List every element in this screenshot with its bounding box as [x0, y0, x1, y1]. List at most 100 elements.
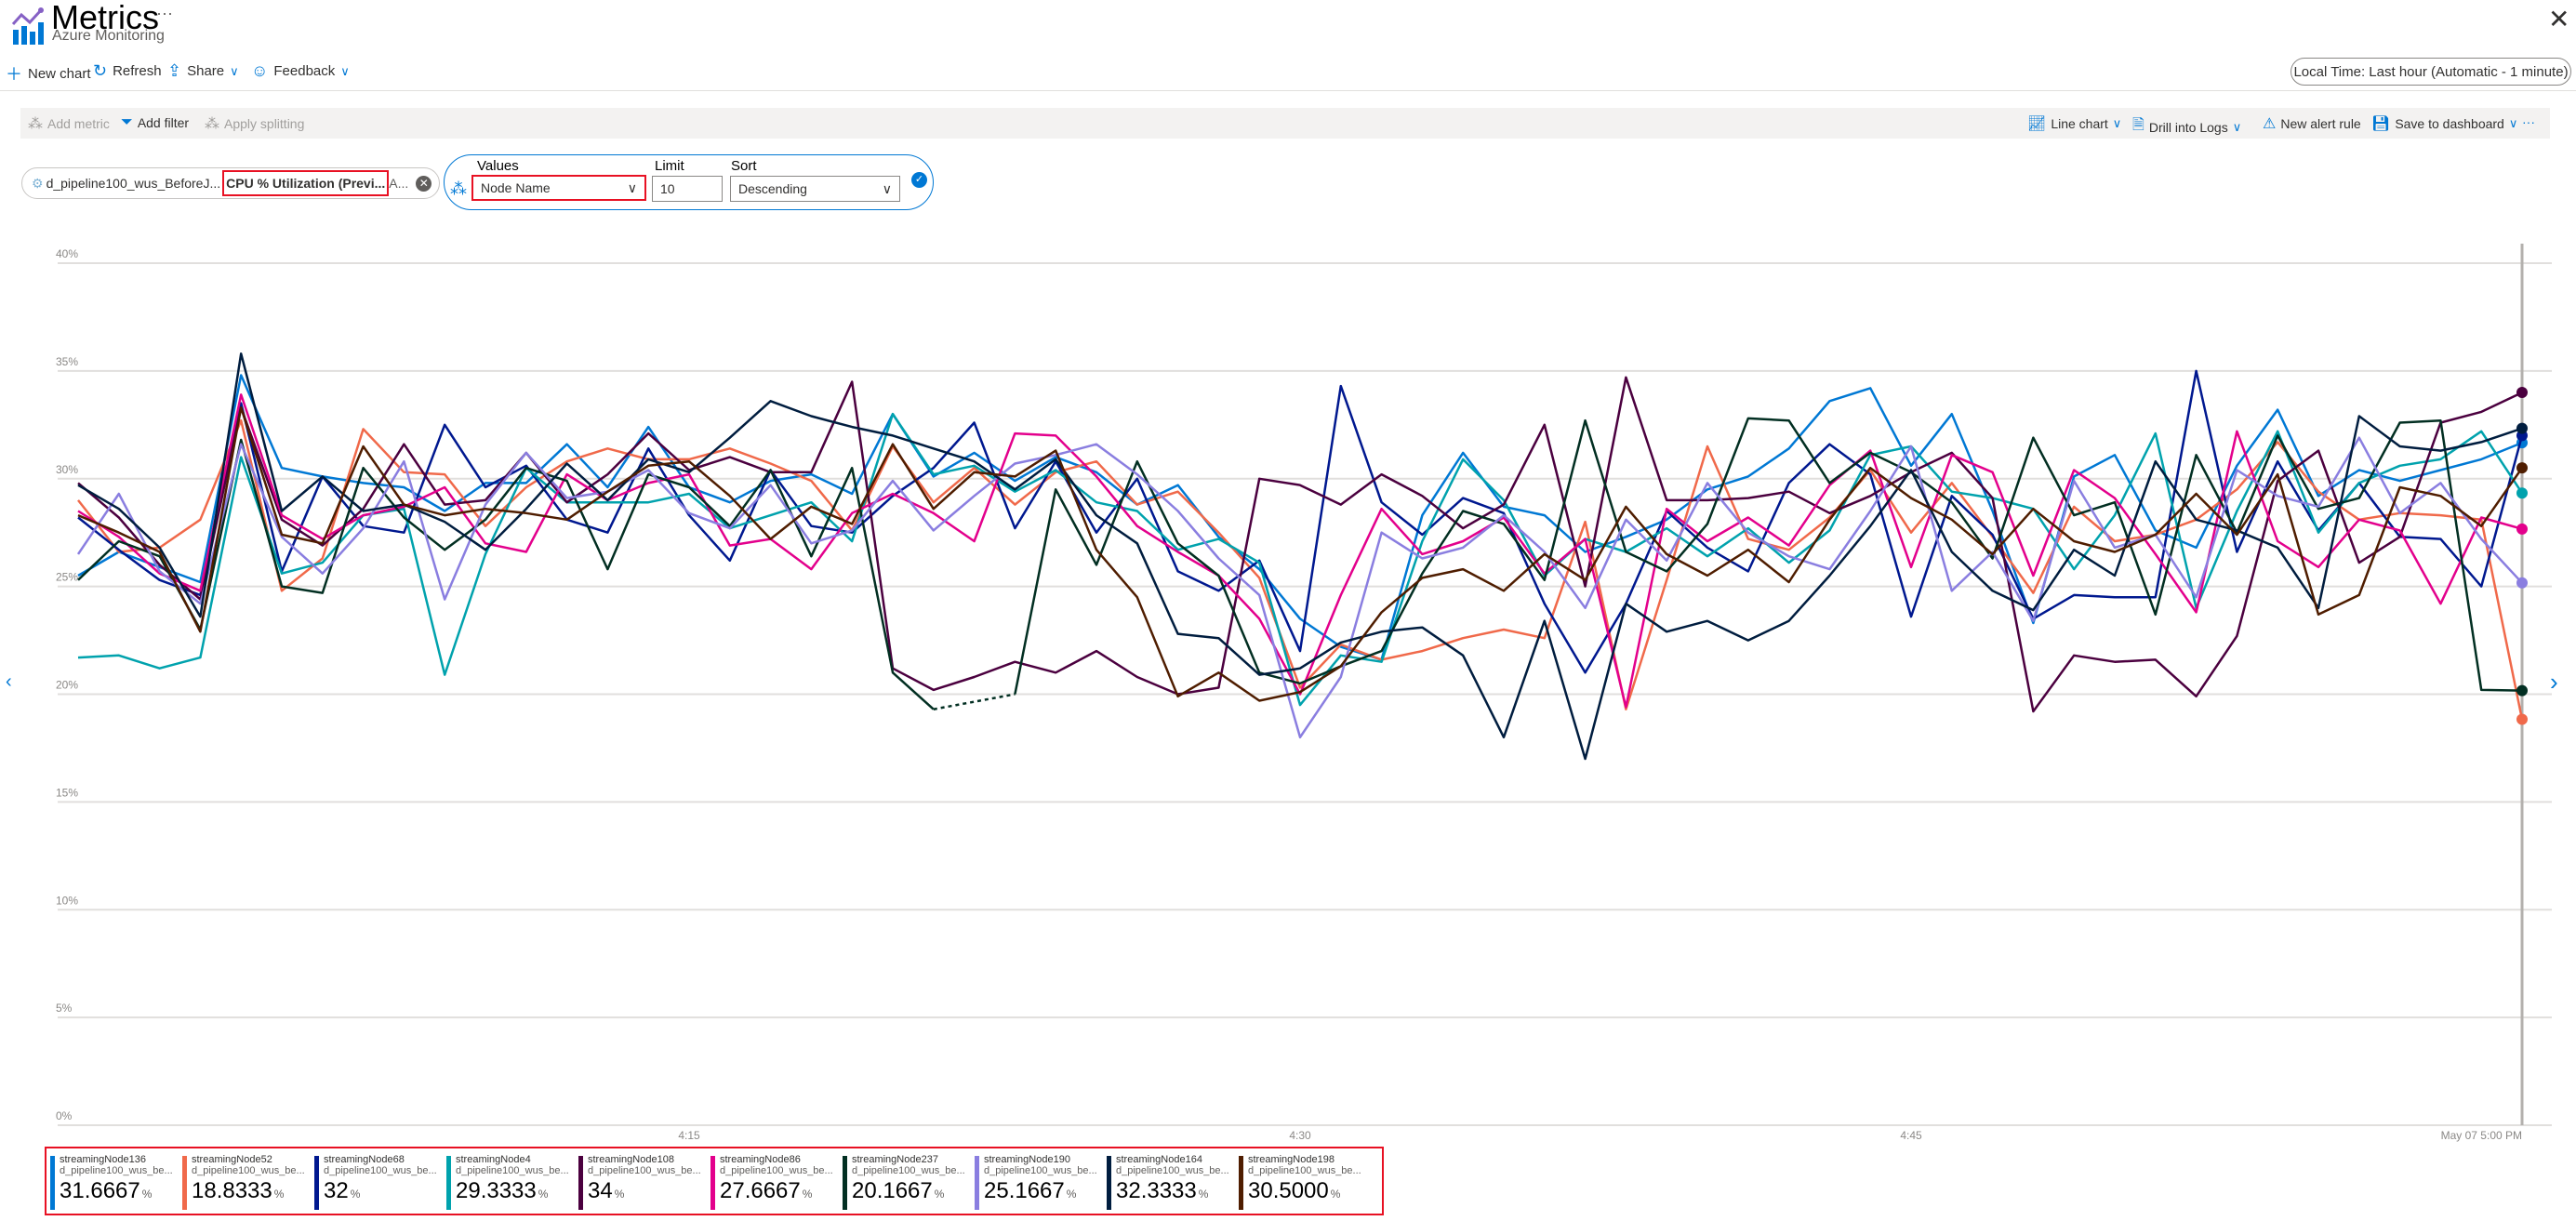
more-options-button[interactable]: ···	[156, 4, 173, 22]
legend-color-swatch	[578, 1156, 583, 1210]
legend-resource: d_pipeline100_wus_be...	[192, 1165, 305, 1176]
legend-color-swatch	[1239, 1156, 1243, 1210]
alert-icon: ⚠︎	[2263, 116, 2277, 132]
legend-unit: %	[614, 1188, 625, 1201]
legend-unit: %	[934, 1188, 945, 1201]
legend-series-name: streamingNode198	[1248, 1154, 1334, 1165]
limit-input[interactable]: 10	[652, 176, 723, 202]
series-endpoint-marker[interactable]	[2516, 577, 2528, 589]
new-alert-rule-button[interactable]: ⚠︎ New alert rule	[2263, 114, 2361, 133]
apply-splitting-button[interactable]: ⁂ Apply splitting	[205, 114, 304, 133]
y-tick-label: 25%	[56, 571, 78, 584]
legend-unit: %	[1198, 1188, 1209, 1201]
time-range-picker[interactable]: Local Time: Last hour (Automatic - 1 min…	[2291, 58, 2571, 86]
splitting-icon: ⁂	[450, 179, 467, 198]
series-endpoint-marker[interactable]	[2516, 713, 2528, 725]
save-to-dashboard-button[interactable]: 💾︎ Save to dashboard ∨	[2371, 114, 2517, 133]
close-button[interactable]: ✕	[2548, 5, 2570, 33]
legend-unit: %	[1330, 1188, 1341, 1201]
legend-unit: %	[273, 1188, 285, 1201]
divider	[0, 90, 2576, 91]
legend-series-name: streamingNode4	[456, 1154, 531, 1165]
legend-item[interactable]: streamingNode164 d_pipeline100_wus_be...…	[1107, 1154, 1239, 1210]
line-chart-button[interactable]: 📈︎ Line chart ∨	[2027, 114, 2121, 133]
legend-item[interactable]: streamingNode198 d_pipeline100_wus_be...…	[1239, 1154, 1371, 1210]
save-dashboard-label: Save to dashboard	[2395, 116, 2504, 131]
legend-color-swatch	[975, 1156, 979, 1210]
series-endpoint-marker[interactable]	[2516, 684, 2528, 697]
apply-check-icon[interactable]: ✓	[911, 172, 927, 188]
chevron-right-icon[interactable]: ›	[2550, 668, 2558, 696]
feedback-label: Feedback	[273, 63, 336, 79]
legend-item[interactable]: streamingNode4 d_pipeline100_wus_be... 2…	[446, 1154, 578, 1210]
legend-series-name: streamingNode136	[60, 1154, 146, 1165]
y-tick-label: 40%	[56, 247, 78, 260]
legend-item[interactable]: streamingNode68 d_pipeline100_wus_be... …	[314, 1154, 446, 1210]
values-label: Values	[477, 158, 519, 174]
series-line-streamingNode52[interactable]	[77, 418, 2524, 720]
filter-icon: ⏷	[121, 114, 133, 130]
metric-pill[interactable]: ⚙ d_pipeline100_wus_BeforeJ... CPU % Uti…	[21, 167, 441, 199]
new-chart-button[interactable]: ＋ New chart	[6, 61, 91, 86]
toolbar-more-button[interactable]: ···	[2522, 114, 2535, 129]
smiley-icon: ☺	[251, 61, 269, 80]
series-line-streamingNode4[interactable]	[77, 412, 2524, 707]
chevron-left-icon[interactable]: ‹	[6, 671, 12, 692]
series-line-streamingNode198[interactable]	[77, 406, 2524, 702]
legend-color-swatch	[1107, 1156, 1111, 1210]
y-tick-label: 10%	[56, 894, 78, 907]
series-endpoint-marker[interactable]	[2516, 523, 2528, 535]
series-endpoint-marker[interactable]	[2516, 487, 2528, 499]
limit-label: Limit	[655, 158, 684, 174]
drill-logs-label: Drill into Logs	[2148, 119, 2228, 135]
legend-resource: d_pipeline100_wus_be...	[324, 1165, 437, 1176]
drill-into-logs-button[interactable]: 🗎︎ Drill into Logs ∨	[2132, 114, 2241, 139]
sort-selected: Descending	[738, 181, 807, 196]
legend-value: 31.6667%	[60, 1178, 182, 1204]
sort-dropdown[interactable]: Descending ∨	[730, 176, 900, 202]
refresh-button[interactable]: ↻ Refresh	[93, 61, 162, 81]
legend-value-number: 31.6667	[60, 1178, 140, 1203]
share-button[interactable]: ⇪ Share ∨	[167, 61, 239, 81]
x-tick-label: 4:45	[1900, 1129, 1922, 1142]
legend-value: 25.1667%	[984, 1178, 1107, 1204]
legend-item[interactable]: streamingNode52 d_pipeline100_wus_be... …	[182, 1154, 314, 1210]
values-dropdown[interactable]: Node Name ∨	[471, 175, 646, 201]
legend-item[interactable]: streamingNode108 d_pipeline100_wus_be...…	[578, 1154, 710, 1210]
series-line-streamingNode108[interactable]	[77, 376, 2523, 713]
series-line-streamingNode164[interactable]	[77, 352, 2523, 761]
legend-value: 34%	[588, 1178, 710, 1204]
legend-item[interactable]: streamingNode86 d_pipeline100_wus_be... …	[710, 1154, 843, 1210]
legend-resource: d_pipeline100_wus_be...	[60, 1165, 173, 1176]
y-tick-label: 15%	[56, 786, 78, 799]
remove-metric-icon[interactable]: ✕	[416, 175, 432, 192]
series-line-streamingNode86[interactable]	[77, 393, 2523, 709]
legend-item[interactable]: streamingNode136 d_pipeline100_wus_be...…	[50, 1154, 182, 1210]
refresh-label: Refresh	[113, 63, 162, 79]
series-endpoint-marker[interactable]	[2516, 462, 2528, 474]
add-metric-button[interactable]: ⁂ Add metric	[28, 114, 110, 133]
series-line-streamingNode68[interactable]	[77, 369, 2524, 674]
legend-value: 30.5000%	[1248, 1178, 1371, 1204]
legend-item[interactable]: streamingNode190 d_pipeline100_wus_be...…	[975, 1154, 1107, 1210]
share-icon: ⇪	[167, 61, 182, 80]
add-filter-label: Add filter	[137, 115, 190, 130]
chevron-down-icon: ∨	[882, 180, 892, 196]
page-title: Metrics	[51, 0, 159, 36]
legend-color-swatch	[843, 1156, 847, 1210]
series-endpoint-marker[interactable]	[2516, 387, 2528, 399]
legend-item[interactable]: streamingNode237 d_pipeline100_wus_be...…	[843, 1154, 975, 1210]
legend-resource: d_pipeline100_wus_be...	[1248, 1165, 1361, 1176]
apply-splitting-label: Apply splitting	[224, 116, 305, 131]
feedback-button[interactable]: ☺ Feedback ∨	[251, 61, 350, 81]
legend-resource: d_pipeline100_wus_be...	[1116, 1165, 1229, 1176]
series-endpoint-marker[interactable]	[2516, 422, 2528, 434]
series-line-streamingNode136[interactable]	[77, 374, 2523, 661]
resource-gear-icon: ⚙	[32, 175, 44, 191]
series-line-streamingNode190[interactable]	[76, 436, 2523, 739]
chart-legend: streamingNode136 d_pipeline100_wus_be...…	[45, 1147, 1384, 1215]
legend-value: 27.6667%	[720, 1178, 843, 1204]
legend-series-name: streamingNode237	[852, 1154, 938, 1165]
legend-color-swatch	[50, 1156, 55, 1210]
add-filter-button[interactable]: ⏷ Add filter	[121, 114, 189, 131]
